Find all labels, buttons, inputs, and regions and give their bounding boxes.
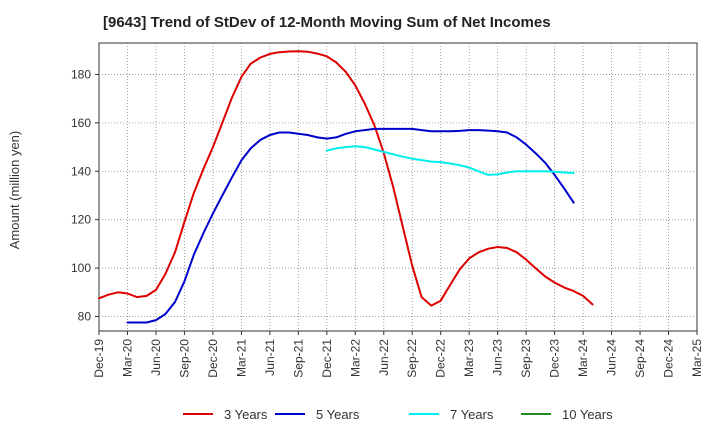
x-tick-label: Sep-20 (177, 339, 191, 378)
legend-label-1: 3 Years (224, 407, 268, 422)
series-line-1 (98, 50, 594, 307)
x-tick-label: Jun-23 (491, 339, 505, 376)
x-tick-label: Sep-24 (633, 339, 647, 378)
y-tick-label: 160 (71, 116, 91, 130)
legend-label-4: 10 Years (562, 407, 613, 422)
chart-title: [9643] Trend of StDev of 12-Month Moving… (103, 14, 551, 31)
x-tick-label: Dec-24 (662, 339, 676, 378)
x-tick-label: Dec-22 (434, 339, 448, 378)
x-tick-label: Sep-21 (291, 339, 305, 378)
plot-area (98, 42, 698, 332)
x-tick-label: Dec-19 (92, 339, 106, 378)
x-tick-label: Mar-24 (576, 339, 590, 377)
y-axis-label: Amount (million yen) (7, 131, 22, 250)
x-tick-label: Dec-21 (320, 339, 334, 378)
series-line-3 (325, 145, 575, 176)
x-tick-label: Mar-25 (690, 339, 704, 377)
x-tick-label: Mar-21 (234, 339, 248, 377)
y-tick-label: 100 (71, 261, 91, 275)
x-tick-label: Jun-24 (605, 339, 619, 376)
series-line-2 (126, 127, 575, 324)
y-tick-label: 180 (71, 67, 91, 81)
x-tick-label: Dec-20 (206, 339, 220, 378)
x-tick-label: Jun-21 (263, 339, 277, 376)
x-tick-label: Jun-22 (377, 339, 391, 376)
x-tick-label: Jun-20 (149, 339, 163, 376)
y-tick-label: 80 (78, 309, 92, 323)
legend-label-3: 7 Years (450, 407, 494, 422)
x-tick-label: Sep-23 (519, 339, 533, 378)
legend-label-2: 5 Years (316, 407, 360, 422)
x-tick-label: Mar-22 (348, 339, 362, 377)
x-tick-label: Sep-22 (405, 339, 419, 378)
x-tick-label: Dec-23 (548, 339, 562, 378)
x-tick-label: Mar-20 (120, 339, 134, 377)
x-tick-label: Mar-23 (462, 339, 476, 377)
y-tick-label: 120 (71, 213, 91, 227)
y-tick-label: 140 (71, 164, 91, 178)
